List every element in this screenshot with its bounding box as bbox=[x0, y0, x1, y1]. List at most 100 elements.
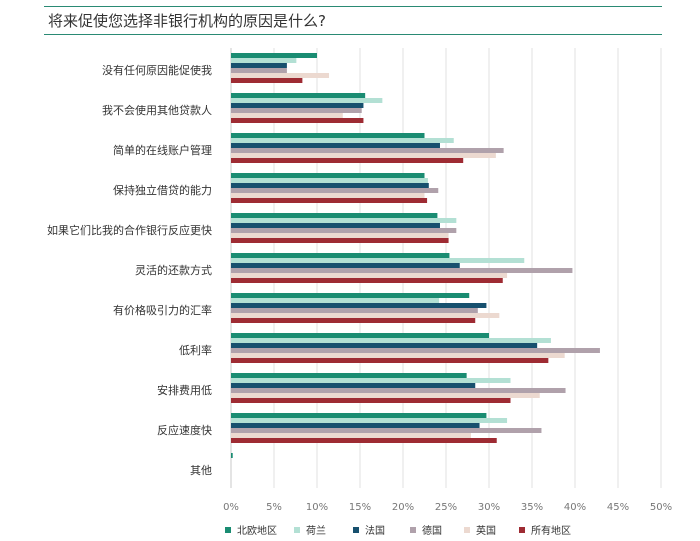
legend-swatch bbox=[353, 527, 359, 533]
bar bbox=[231, 383, 476, 388]
bar bbox=[231, 423, 480, 428]
bar bbox=[231, 338, 551, 343]
bar bbox=[231, 193, 425, 198]
legend-swatch bbox=[519, 527, 525, 533]
bar bbox=[231, 333, 489, 338]
bar bbox=[231, 73, 330, 78]
x-tick-label: 25% bbox=[435, 502, 457, 513]
bar bbox=[231, 213, 438, 218]
category-label: 低利率 bbox=[179, 343, 212, 357]
x-tick-label: 30% bbox=[478, 502, 500, 513]
legend-label: 所有地区 bbox=[531, 524, 571, 537]
bar bbox=[231, 388, 566, 393]
bar bbox=[231, 98, 383, 103]
bar bbox=[231, 303, 487, 308]
bar bbox=[231, 58, 297, 63]
bar bbox=[231, 143, 440, 148]
legend-swatch bbox=[464, 527, 470, 533]
bar bbox=[231, 438, 497, 443]
legend-label: 北欧地区 bbox=[237, 524, 277, 537]
category-label: 没有任何原因能促使我 bbox=[102, 63, 212, 77]
bar bbox=[231, 233, 449, 238]
bar bbox=[231, 353, 565, 358]
category-label: 有价格吸引力的汇率 bbox=[113, 303, 212, 317]
bar bbox=[231, 63, 287, 68]
bar bbox=[231, 258, 525, 263]
bar bbox=[231, 138, 454, 143]
bar bbox=[231, 228, 457, 233]
legend-swatch bbox=[410, 527, 416, 533]
bar bbox=[231, 93, 366, 98]
legend-label: 法国 bbox=[365, 524, 385, 537]
bar bbox=[231, 398, 511, 403]
x-tick-label: 35% bbox=[521, 502, 543, 513]
x-tick-label: 5% bbox=[266, 502, 282, 513]
bar bbox=[231, 218, 457, 223]
bar bbox=[231, 158, 464, 163]
bar bbox=[231, 428, 542, 433]
chart-title: 将来促使您选择非银行机构的原因是什么? bbox=[48, 12, 326, 30]
bar bbox=[231, 318, 476, 323]
bar bbox=[231, 103, 364, 108]
bar bbox=[231, 433, 471, 438]
bar bbox=[231, 343, 538, 348]
x-tick-label: 50% bbox=[650, 502, 672, 513]
bar bbox=[231, 173, 425, 178]
legend-label: 英国 bbox=[476, 524, 496, 537]
bar bbox=[231, 118, 364, 123]
bar bbox=[231, 378, 511, 383]
category-label: 反应速度快 bbox=[157, 423, 212, 437]
bar bbox=[231, 308, 478, 313]
category-label: 安排费用低 bbox=[157, 383, 212, 397]
bar bbox=[231, 373, 467, 378]
bar bbox=[231, 68, 287, 73]
bar bbox=[231, 268, 573, 273]
title-bottom-rule bbox=[44, 34, 662, 35]
bar bbox=[231, 53, 317, 58]
bar bbox=[231, 78, 303, 83]
x-tick-label: 15% bbox=[349, 502, 371, 513]
category-label: 其他 bbox=[190, 464, 212, 477]
bar bbox=[231, 238, 449, 243]
bar bbox=[231, 108, 362, 113]
bar bbox=[231, 298, 440, 303]
category-label: 灵活的还款方式 bbox=[135, 263, 212, 277]
bar bbox=[231, 223, 440, 228]
legend-swatch bbox=[294, 527, 300, 533]
legend-label: 德国 bbox=[422, 524, 442, 537]
bar bbox=[231, 253, 450, 258]
bar bbox=[231, 113, 343, 118]
legend-label: 荷兰 bbox=[306, 524, 326, 537]
bar bbox=[231, 278, 503, 283]
bar bbox=[231, 198, 428, 203]
x-tick-label: 20% bbox=[392, 502, 414, 513]
bar bbox=[231, 418, 508, 423]
bar bbox=[231, 178, 428, 183]
bar bbox=[231, 453, 233, 458]
bar bbox=[231, 293, 470, 298]
legend-swatch bbox=[225, 527, 231, 533]
bar bbox=[231, 348, 600, 353]
x-tick-label: 10% bbox=[306, 502, 328, 513]
bar bbox=[231, 188, 439, 193]
x-tick-label: 45% bbox=[607, 502, 629, 513]
bar bbox=[231, 133, 425, 138]
bar bbox=[231, 413, 487, 418]
x-tick-label: 40% bbox=[564, 502, 586, 513]
bar bbox=[231, 393, 540, 398]
category-label: 简单的在线账户管理 bbox=[113, 143, 212, 157]
bar bbox=[231, 313, 500, 318]
category-label: 如果它们比我的合作银行反应更快 bbox=[47, 223, 212, 237]
x-tick-label: 0% bbox=[223, 502, 239, 513]
bar bbox=[231, 358, 549, 363]
bar bbox=[231, 183, 429, 188]
category-label: 我不会使用其他贷款人 bbox=[102, 103, 212, 117]
category-label: 保持独立借贷的能力 bbox=[113, 183, 212, 197]
bar bbox=[231, 153, 496, 158]
bar bbox=[231, 263, 460, 268]
bar bbox=[231, 148, 504, 153]
bar bbox=[231, 273, 508, 278]
title-top-rule bbox=[44, 6, 662, 7]
